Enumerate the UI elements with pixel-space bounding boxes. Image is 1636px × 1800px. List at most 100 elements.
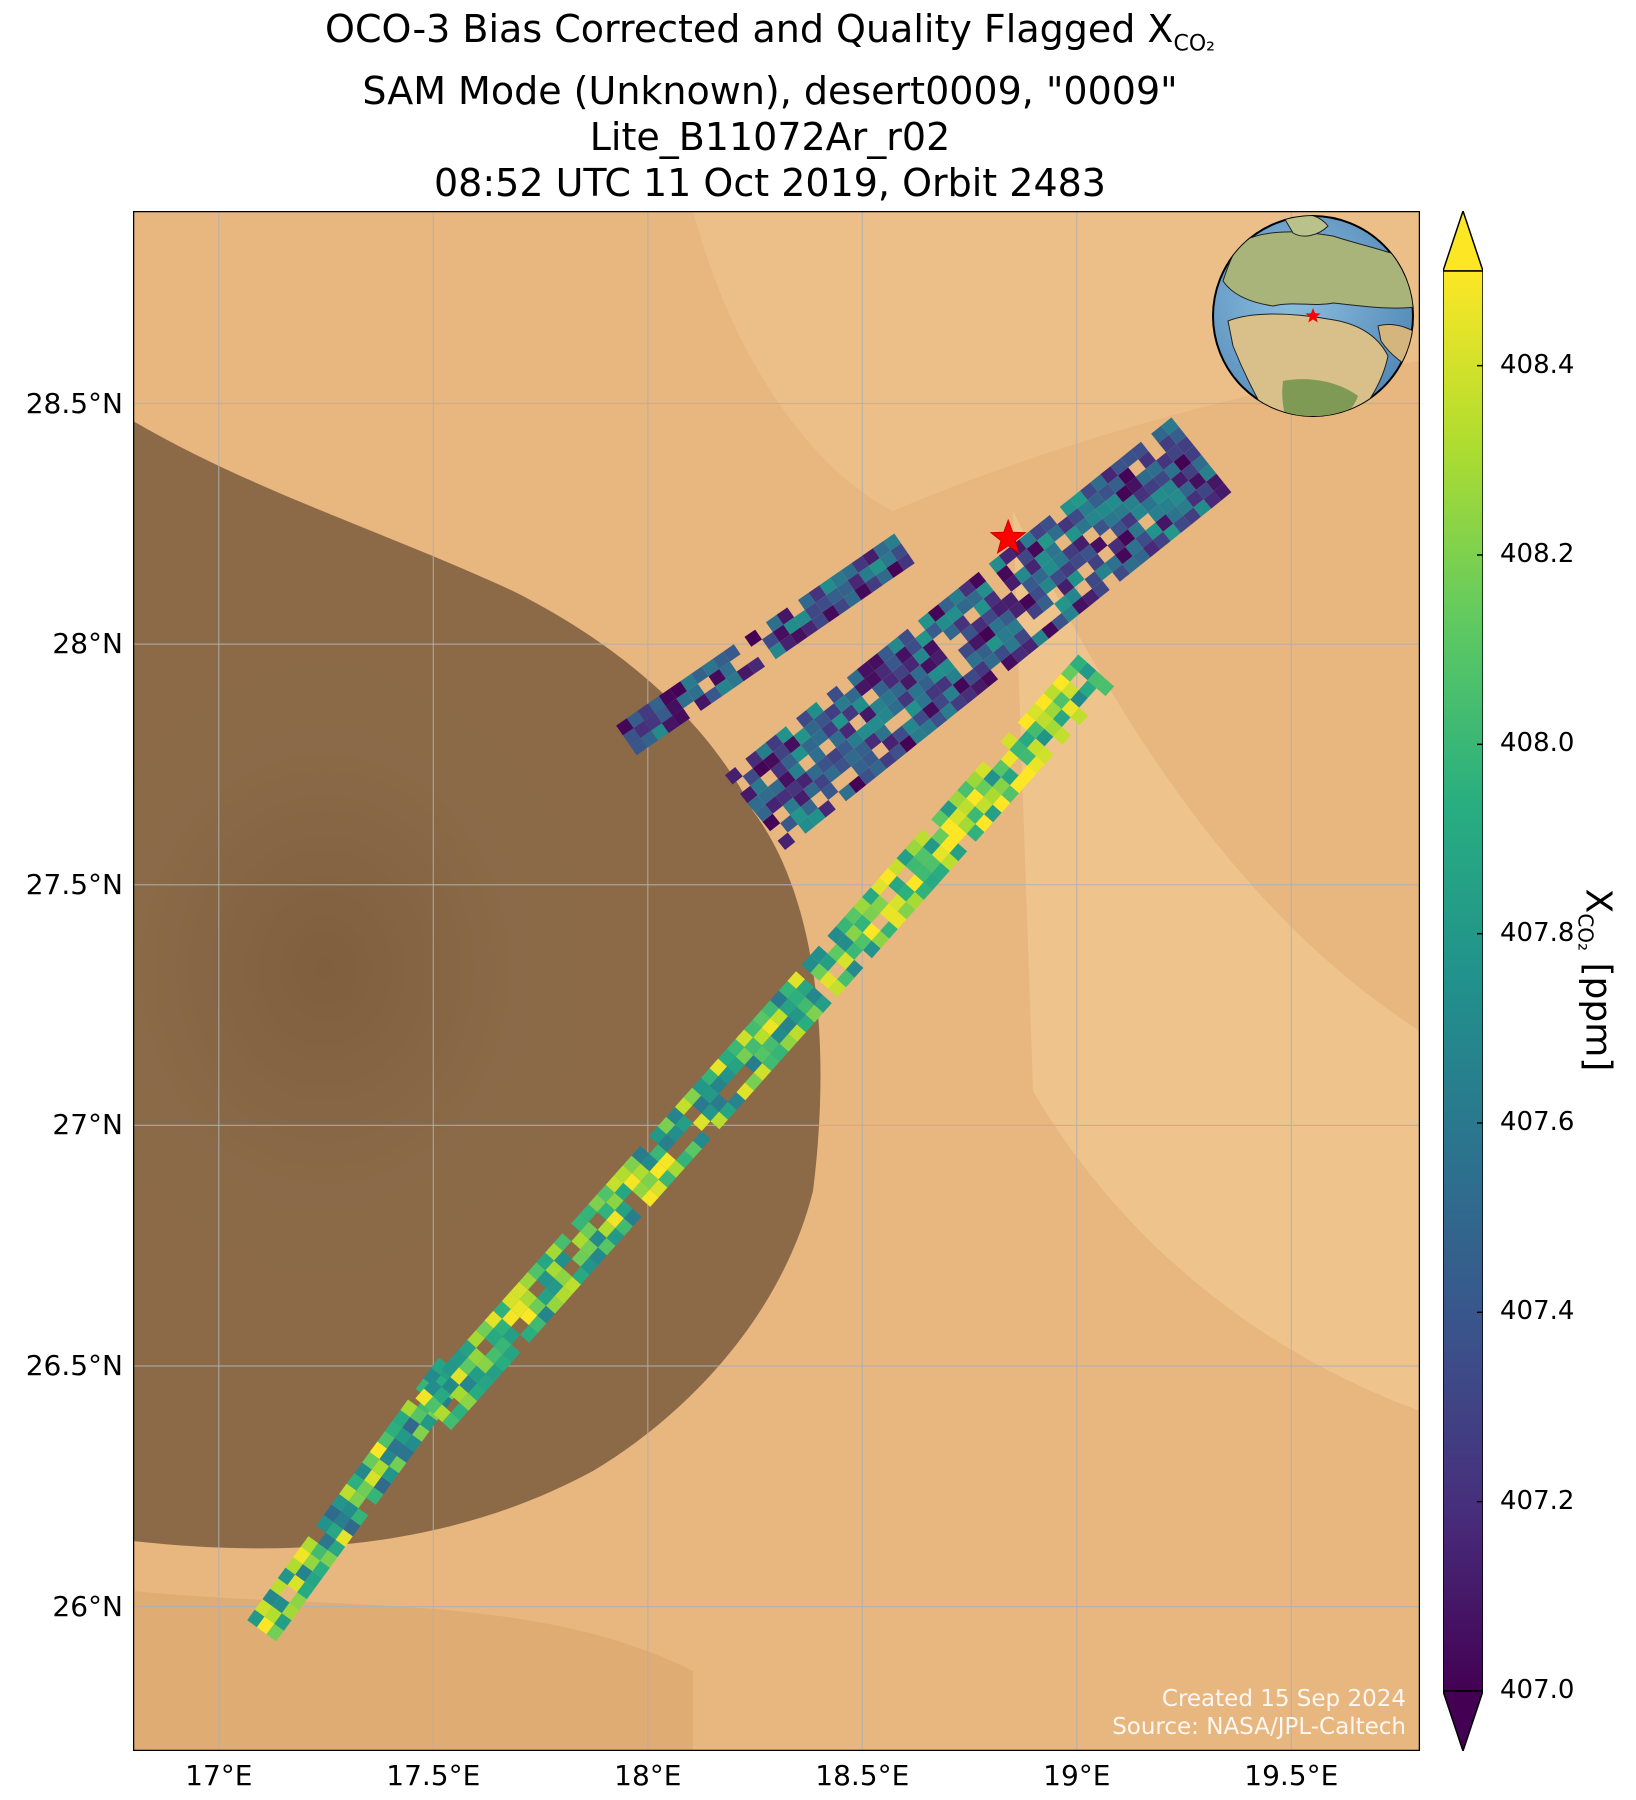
sounding-cell [325, 1522, 344, 1540]
sounding-cell [1039, 576, 1057, 595]
sounding-cell [808, 585, 827, 603]
sounding-cell [287, 1574, 305, 1593]
sounding-cell [1021, 637, 1039, 655]
sounding-cell [747, 795, 766, 813]
sounding-cell [935, 675, 953, 694]
sounding-cell [957, 780, 975, 799]
sounding-cell [371, 1459, 390, 1477]
sounding-cell [657, 1116, 676, 1135]
sounding-cell [412, 1424, 430, 1442]
sounding-cell [864, 732, 882, 750]
sounding-cell [965, 770, 984, 789]
sounding-cell [502, 1344, 521, 1363]
x-tick-label: 18.5°E [815, 1759, 910, 1792]
sounding-cell [718, 1048, 736, 1067]
sounding-cell [922, 837, 941, 855]
sounding-cell [845, 959, 864, 978]
sounding-cell [1077, 500, 1096, 518]
sounding-cell [945, 605, 964, 624]
colorbar-label: XCO₂ [ppm] [1573, 888, 1619, 1072]
sounding-cell [727, 1092, 746, 1110]
sounding-cell [753, 1027, 771, 1046]
sounding-cell [1026, 602, 1044, 620]
map-title: OCO-3 Bias Corrected and Quality Flagged… [0, 6, 1540, 206]
sounding-cell [862, 887, 880, 906]
sounding-cell [770, 1026, 789, 1044]
sounding-cell [1047, 524, 1065, 542]
sounding-cell [783, 617, 801, 635]
sounding-cell [1183, 507, 1201, 525]
sounding-cell [554, 1286, 573, 1304]
sounding-cell [272, 1595, 290, 1614]
sounding-cell [510, 1299, 529, 1318]
sounding-cell [744, 1055, 763, 1073]
sounding-cell [770, 761, 789, 779]
title-line-3: Lite_B11072Ar_r02 [589, 114, 951, 159]
sounding-cell [818, 800, 836, 818]
sounding-cell [927, 604, 946, 622]
sounding-cell [904, 700, 923, 718]
sounding-cell [519, 1289, 538, 1308]
sounding-cell [980, 669, 999, 688]
sounding-cell [1168, 426, 1187, 445]
sounding-cell [727, 1056, 745, 1075]
sounding-cell [912, 709, 930, 727]
sounding-cell [665, 698, 684, 716]
sounding-cell [1125, 538, 1143, 557]
sounding-cell [991, 600, 1009, 618]
sounding-cell [931, 845, 950, 863]
sounding-cell [779, 1033, 798, 1052]
sounding-cell [1193, 499, 1212, 517]
sounding-cell [631, 1145, 650, 1164]
sounding-cell [1112, 564, 1130, 582]
sounding-cell [675, 1150, 694, 1169]
sounding-cell [537, 1288, 555, 1306]
sounding-cell [745, 1072, 763, 1091]
map-frame [133, 211, 1420, 1751]
sounding-cell [692, 1095, 711, 1114]
sounding-cell [423, 1368, 441, 1386]
sounding-cell [676, 691, 694, 709]
sounding-cell [450, 1402, 469, 1421]
sounding-cell [701, 659, 720, 677]
sounding-cell [1158, 496, 1176, 515]
sounding-cell [932, 862, 950, 881]
sounding-cell [874, 662, 893, 680]
sounding-cell [606, 1210, 624, 1228]
sounding-cell [914, 846, 932, 865]
sounding-cell [494, 1354, 512, 1372]
sounding-cell [744, 1037, 762, 1056]
sounding-cell [785, 780, 804, 798]
sounding-cell [1145, 522, 1164, 540]
sounding-cell [580, 1257, 599, 1275]
sounding-cell [973, 598, 991, 617]
sounding-cell [289, 1592, 307, 1610]
sounding-cell [1018, 593, 1037, 611]
sounding-cell [1078, 680, 1097, 698]
sounding-cell [468, 1383, 486, 1401]
sounding-cell [658, 688, 677, 706]
sounding-cell [965, 589, 984, 607]
sounding-cell [879, 689, 898, 707]
sounding-cell [931, 809, 949, 828]
sounding-cell [1107, 537, 1126, 555]
sounding-cell [815, 595, 833, 613]
sounding-cell [661, 715, 680, 733]
sounding-cell [1150, 487, 1169, 505]
sounding-cell [773, 743, 791, 762]
sounding-cell [782, 797, 801, 815]
sounding-cell [648, 696, 666, 714]
sounding-cell [888, 911, 907, 929]
sounding-cell [1168, 488, 1186, 507]
colorbar-extend-max [1441, 208, 1485, 272]
sounding-cell [770, 1008, 788, 1026]
sounding-cell [875, 568, 894, 586]
sounding-cell [1049, 568, 1067, 587]
sounding-cell [1054, 595, 1072, 613]
sounding-cell [667, 1160, 685, 1178]
sounding-cell [1125, 476, 1144, 495]
sounding-cell [381, 1466, 399, 1484]
sounding-cell [493, 1318, 512, 1337]
sounding-cell [312, 1560, 330, 1579]
sounding-cell [897, 884, 915, 902]
